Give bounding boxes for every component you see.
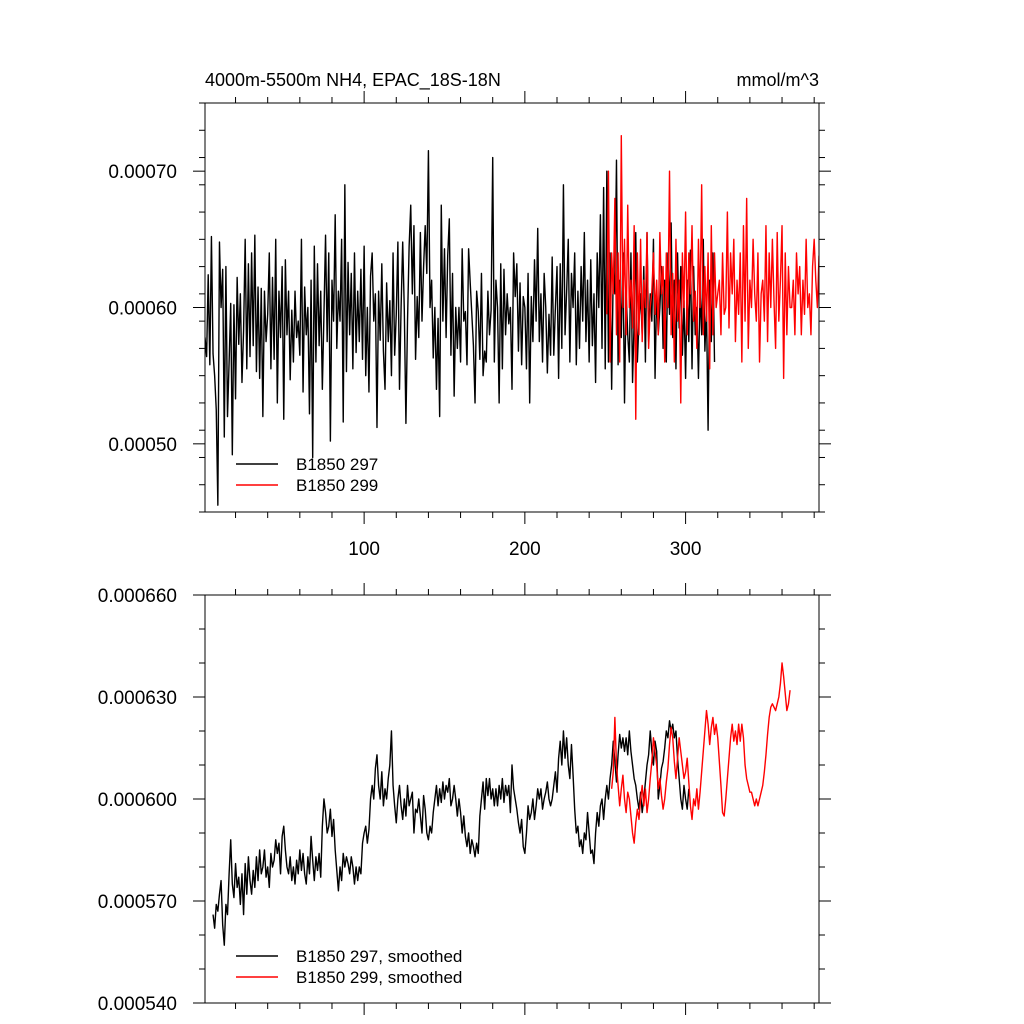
series-line-1: [212, 720, 690, 946]
legend-label-1: B1850 297: [296, 455, 378, 474]
legend-label-1: B1850 297, smoothed: [296, 947, 462, 966]
series-line-2: [610, 662, 791, 844]
y-tick-label: 0.000540: [98, 994, 177, 1015]
y-tick-label: 0.00060: [108, 299, 177, 320]
legend-label-2: B1850 299, smoothed: [296, 968, 462, 987]
bottom-panel: 0.000540 0.000570 0.000600 0.000630 0.000660…: [98, 583, 831, 1015]
units-label: mmol/m^3: [737, 70, 819, 90]
x-tick-label: 200: [509, 539, 541, 560]
series-line-1: [205, 150, 716, 506]
y-tick-label: 0.000660: [98, 586, 177, 607]
series-line-2: [606, 135, 819, 420]
y-tick-label: 0.000600: [98, 790, 177, 811]
y-tick-label: 0.000630: [98, 688, 177, 709]
x-tick-label: 300: [670, 539, 702, 560]
y-tick-label: 0.00050: [108, 435, 177, 456]
plot-frame: [204, 594, 820, 1004]
y-tick-label: 0.00070: [108, 162, 177, 183]
plot-frame: [204, 102, 820, 513]
x-tick-label: 100: [348, 539, 380, 560]
top-panel: 100 200 300 0.00050 0.00060 0.00070 4000m-5500…: [108, 70, 831, 560]
legend-label-2: B1850 299: [296, 476, 378, 495]
chart-title: 4000m-5500m NH4, EPAC_18S-18N: [205, 70, 501, 91]
y-tick-label: 0.000570: [98, 892, 177, 913]
